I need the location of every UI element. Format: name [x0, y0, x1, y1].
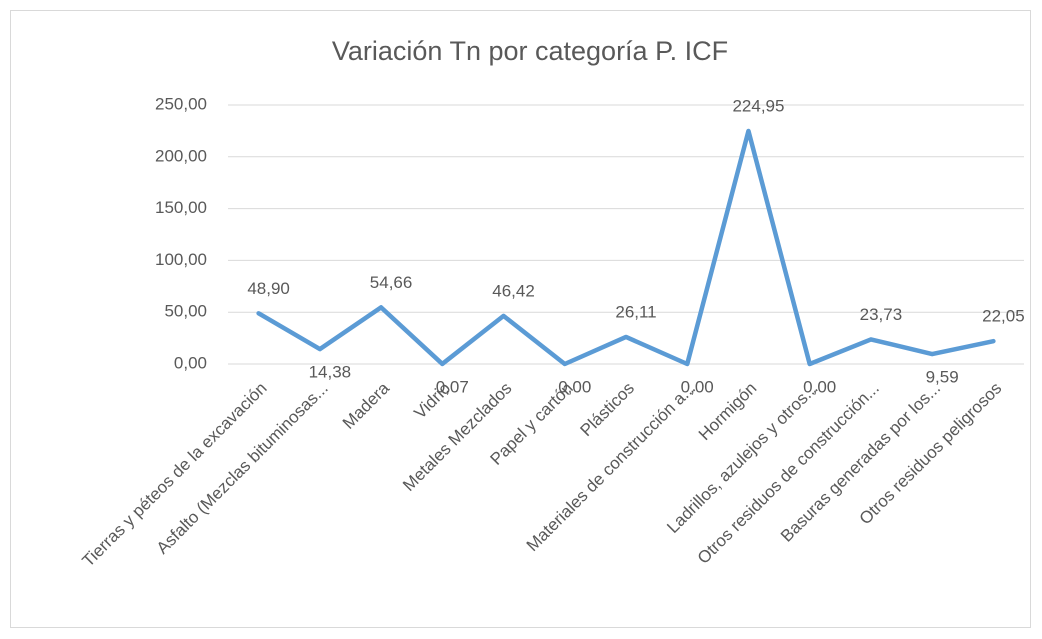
data-label: 54,66 [370, 273, 413, 292]
data-label: 23,73 [860, 305, 903, 324]
data-label: 0,00 [681, 377, 714, 396]
chart-border [10, 10, 1031, 628]
line-series [256, 128, 996, 367]
data-label: 46,42 [492, 281, 535, 300]
data-label: 0,00 [803, 377, 836, 396]
y-tick-label: 0,00 [174, 353, 207, 372]
data-label: 0,07 [436, 377, 469, 396]
data-label: 9,59 [926, 368, 959, 387]
y-tick-label: 150,00 [155, 198, 207, 217]
data-label: 48,90 [247, 279, 290, 298]
y-tick-label: 250,00 [155, 94, 207, 113]
data-label: 0,00 [558, 377, 591, 396]
data-label: 14,38 [309, 363, 352, 382]
data-label: 26,11 [615, 302, 656, 321]
y-tick-label: 200,00 [155, 146, 207, 165]
chart-title: Variación Tn por categoría P. ICF [332, 36, 728, 66]
y-tick-label: 50,00 [164, 302, 207, 321]
y-tick-label: 100,00 [155, 250, 207, 269]
data-label: 224,95 [732, 96, 784, 115]
data-label: 22,05 [982, 307, 1025, 326]
